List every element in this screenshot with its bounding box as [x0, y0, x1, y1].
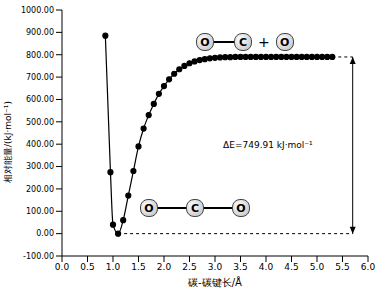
svg-text:碳-碳键长/Å: 碳-碳键长/Å — [187, 276, 242, 288]
html-text:C: C — [239, 35, 247, 49]
svg-text:-100.00: -100.00 — [23, 252, 54, 261]
svg-text:相对能量/(kJ·mol⁻¹): 相对能量/(kJ·mol⁻¹) — [3, 101, 13, 183]
svg-text:600.00: 600.00 — [26, 95, 54, 104]
svg-text:1.5: 1.5 — [131, 262, 145, 272]
svg-text:100.00: 100.00 — [26, 207, 54, 216]
svg-text:0.5: 0.5 — [80, 262, 94, 272]
svg-text:300.00: 300.00 — [26, 162, 54, 171]
svg-text:4.0: 4.0 — [259, 262, 274, 272]
html-text:C: C — [191, 201, 199, 215]
svg-text:1000.00: 1000.00 — [21, 6, 54, 15]
svg-text:3.5: 3.5 — [233, 262, 247, 272]
svg-text:0.0: 0.0 — [55, 262, 70, 272]
svg-text:500.00: 500.00 — [26, 118, 54, 127]
svg-text:400.00: 400.00 — [26, 140, 54, 149]
svg-text:2.5: 2.5 — [182, 262, 196, 272]
svg-text:5.0: 5.0 — [310, 262, 325, 272]
svg-text:200.00: 200.00 — [26, 185, 54, 194]
html-text:O: O — [280, 35, 290, 49]
svg-text:5.5: 5.5 — [335, 262, 349, 272]
html-text:O: O — [200, 35, 210, 49]
svg-text:ΔE=749.91 kJ·mol⁻¹: ΔE=749.91 kJ·mol⁻¹ — [223, 140, 313, 150]
html-text:O: O — [236, 201, 246, 215]
svg-text:800.00: 800.00 — [26, 51, 54, 60]
svg-text:1.0: 1.0 — [106, 262, 121, 272]
svg-text:4.5: 4.5 — [284, 262, 298, 272]
svg-text:700.00: 700.00 — [26, 73, 54, 82]
svg-text:6.0: 6.0 — [361, 262, 376, 272]
svg-text:0.00: 0.00 — [36, 229, 54, 238]
svg-text:3.0: 3.0 — [208, 262, 223, 272]
svg-text:900.00: 900.00 — [26, 28, 54, 37]
svg-text:2.0: 2.0 — [157, 262, 172, 272]
html-text:O: O — [144, 201, 154, 215]
